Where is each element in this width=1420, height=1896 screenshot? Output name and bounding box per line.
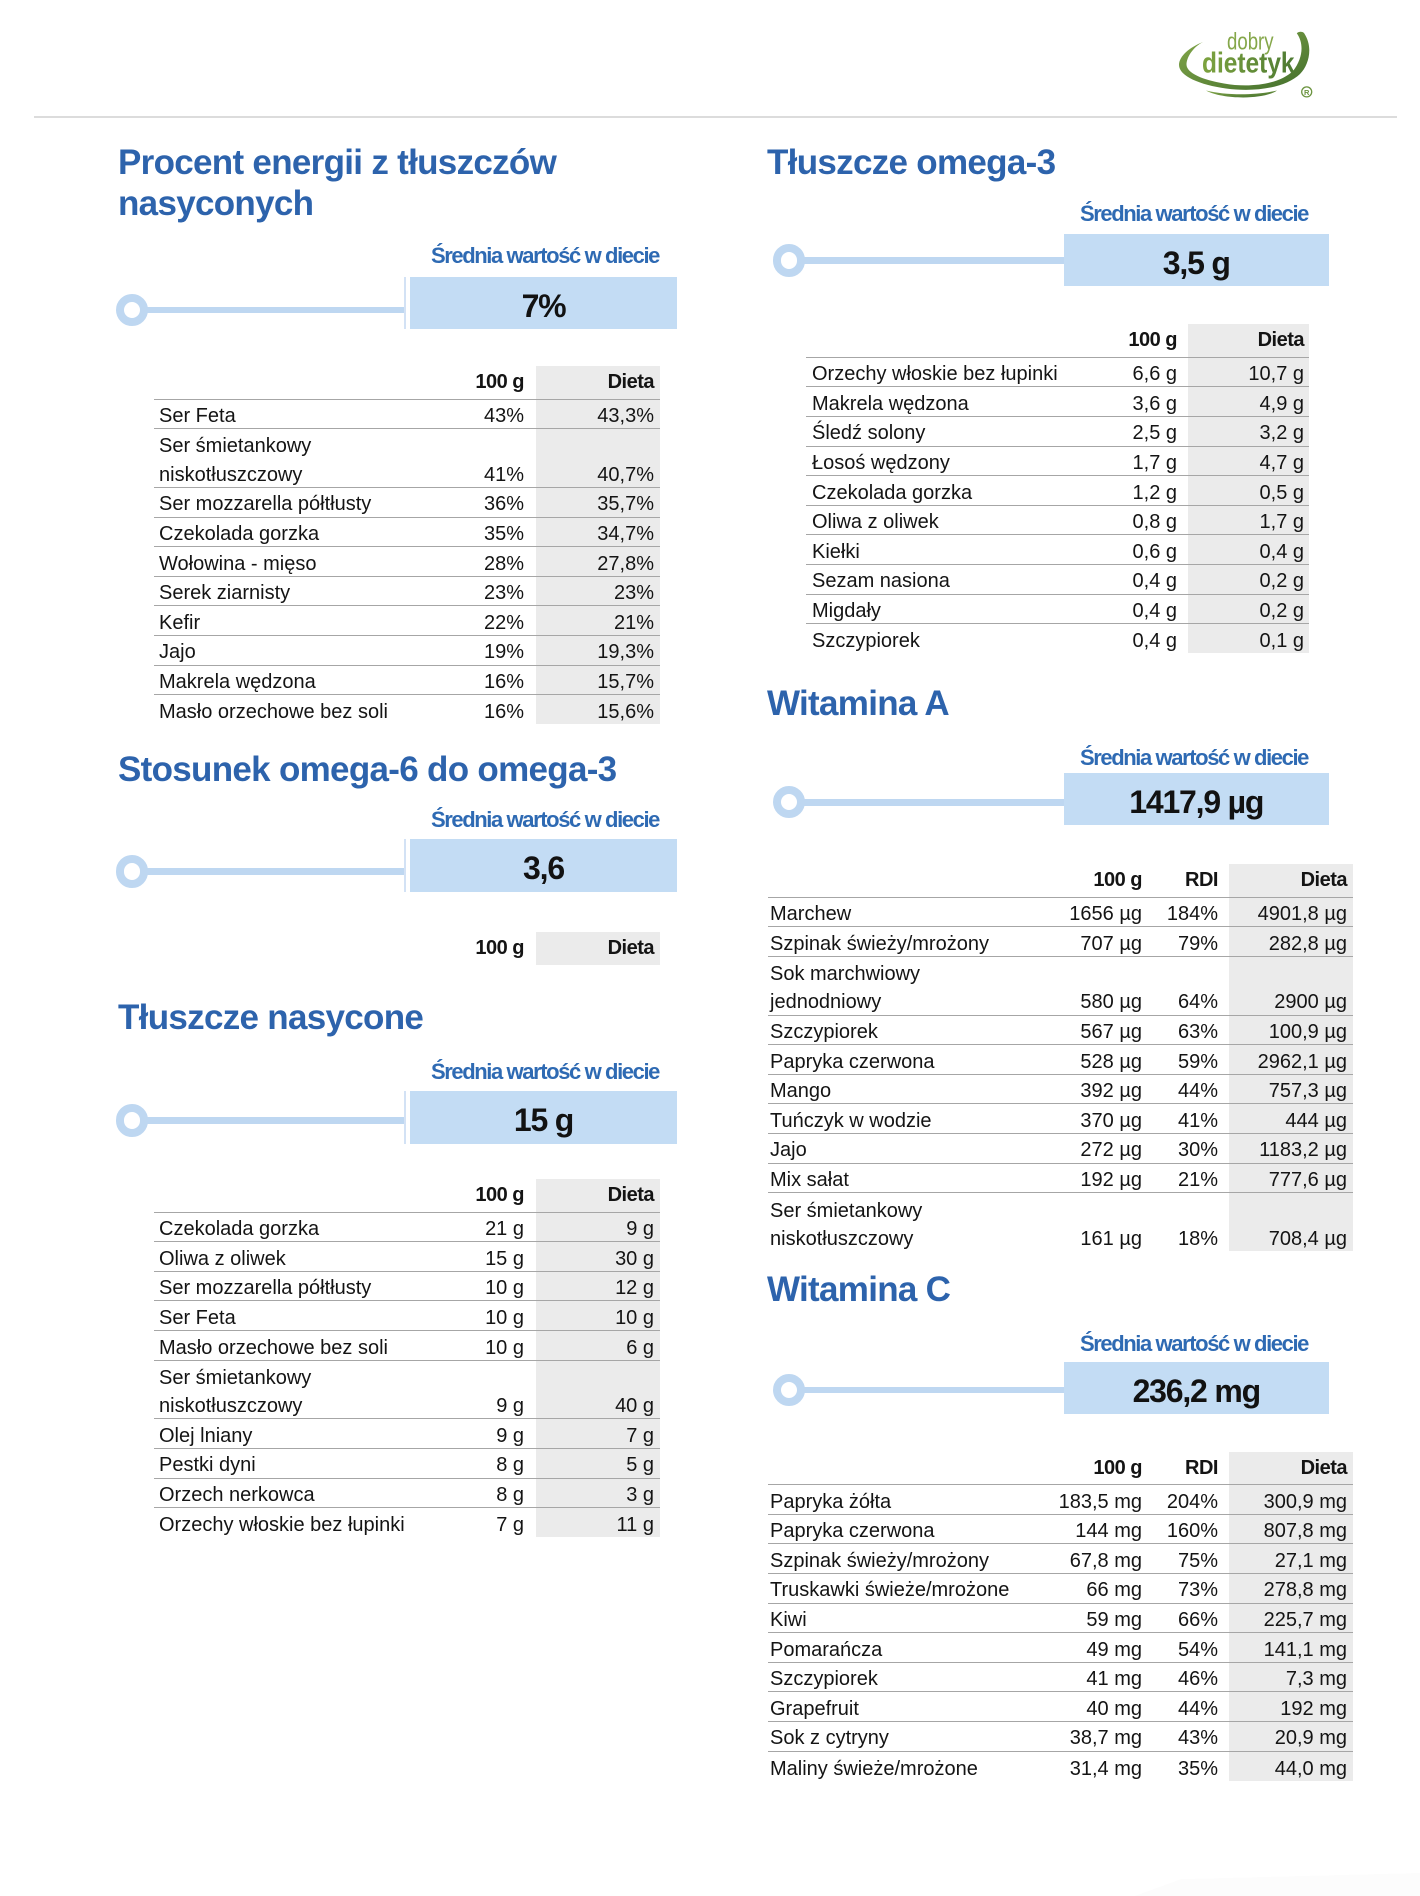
svg-text:dietetyk: dietetyk — [1202, 48, 1295, 80]
svg-text:dobry: dobry — [1227, 30, 1274, 56]
svg-text:R: R — [1304, 88, 1310, 97]
